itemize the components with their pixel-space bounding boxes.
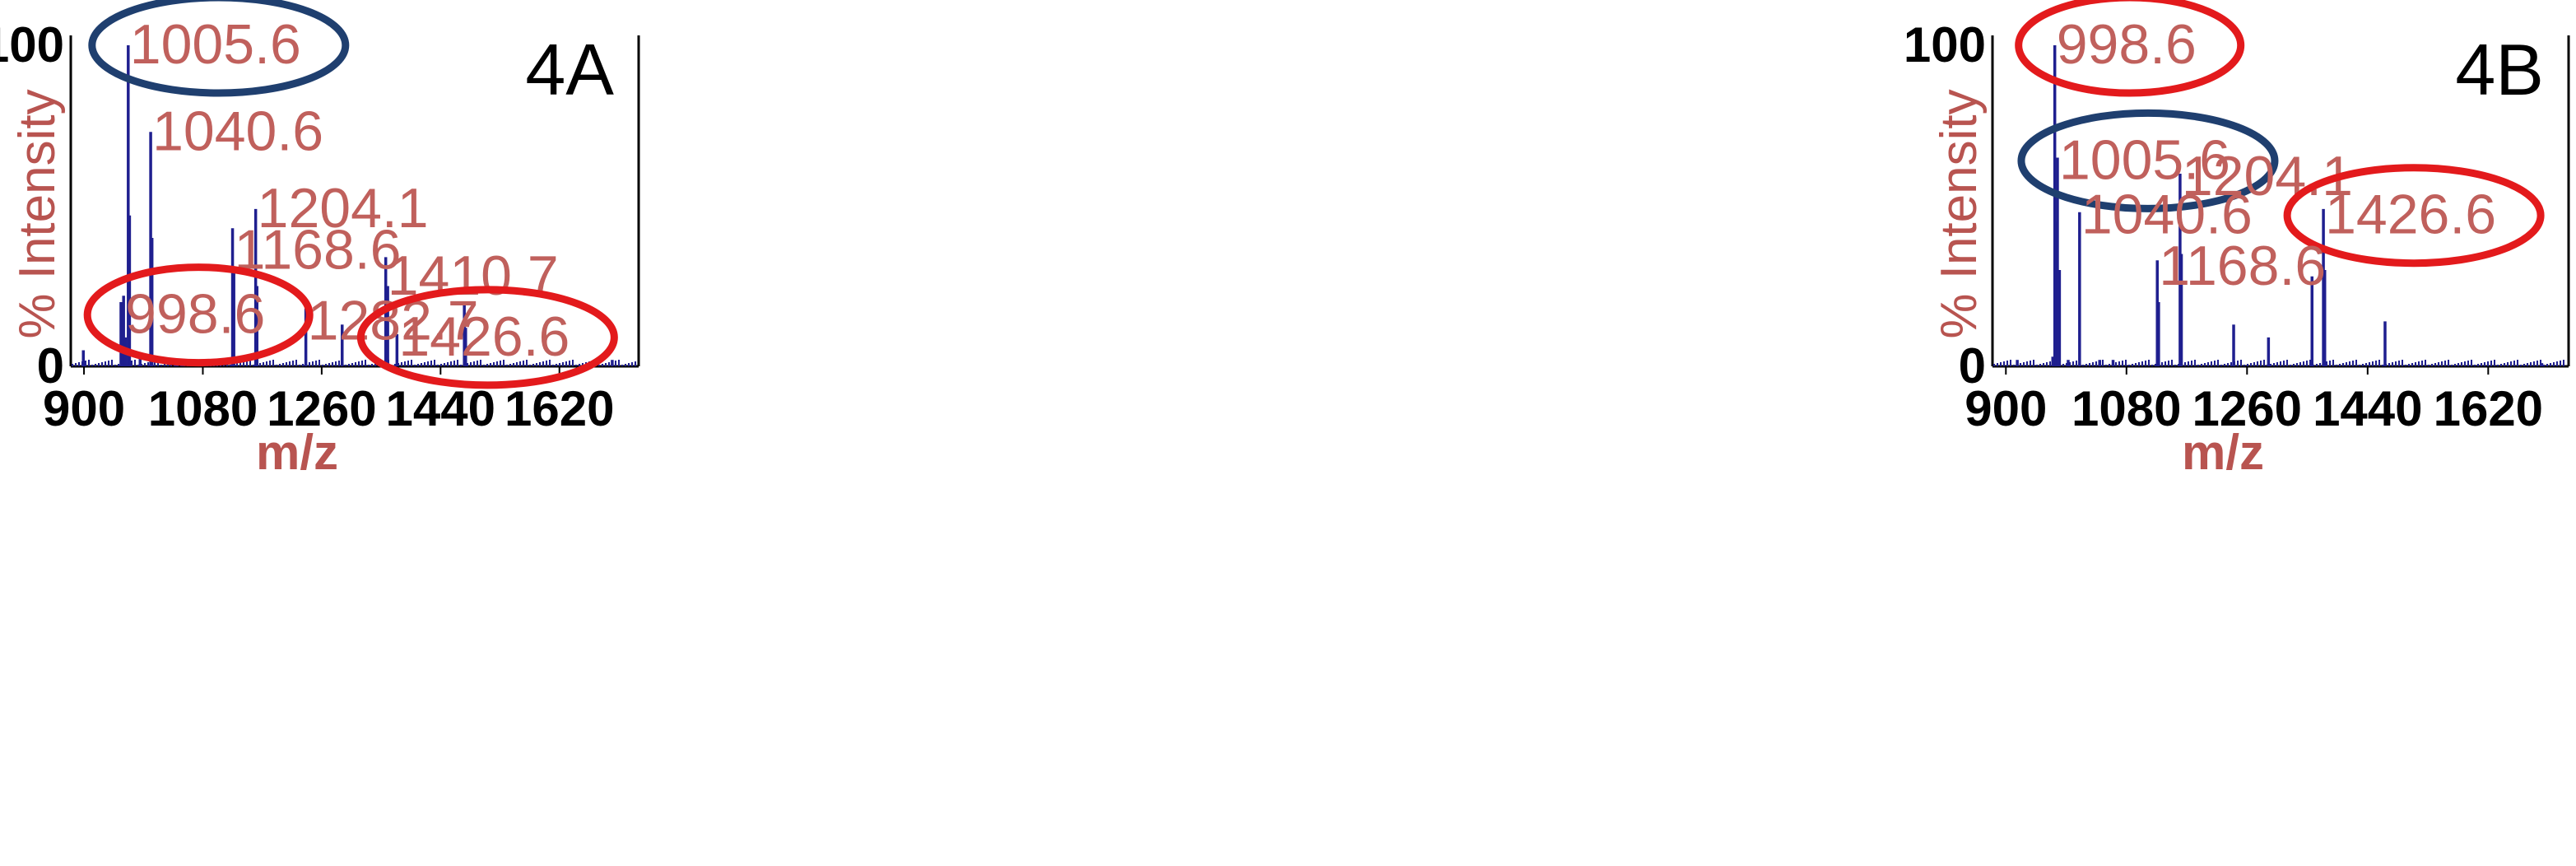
red-circle-4: [83, 263, 314, 367]
peak-label-0: 998.6: [2057, 13, 2197, 76]
x-tick-label-0: 900: [43, 381, 125, 436]
red-circle-4: [2283, 164, 2545, 268]
peak-label-3: 1168.6: [235, 219, 402, 282]
peak-label-2: 1204.1: [258, 177, 429, 240]
x-tick-label-1: 1080: [2071, 381, 2181, 436]
x-tick-label-0: 900: [1965, 381, 2047, 436]
panel-label: 4A: [525, 29, 614, 110]
blue-circle-1: [2017, 109, 2279, 212]
peak-label-0: 1005.6: [130, 13, 301, 76]
x-tick-label-2: 1260: [267, 381, 376, 436]
red-circle-7: [356, 286, 618, 389]
x-axis-label: m/z: [2182, 425, 2264, 480]
peak-label-7: 1426.6: [398, 305, 570, 368]
x-tick-label-4: 1620: [2434, 381, 2543, 436]
x-tick-label-4: 1620: [505, 381, 614, 436]
peak-label-1: 1040.6: [152, 100, 323, 162]
spectrum-chart-4b: 900 1080 1260 1440 1620 0 100 % Intensity m/z 4B 9…: [1904, 0, 2570, 480]
y-tick-label-0: 0: [37, 338, 64, 393]
peak-label-6: 1282.7: [308, 289, 479, 352]
y-axis-label: % Intensity: [9, 89, 66, 338]
peak-label-4: 998.6: [125, 283, 265, 346]
peak-label-4: 1426.6: [2325, 184, 2496, 246]
peak-label-3: 1040.6: [2081, 184, 2253, 246]
y-tick-label-0: 0: [1959, 338, 1986, 393]
x-tick-label-3: 1440: [386, 381, 495, 436]
x-tick-label-1: 1080: [148, 381, 258, 436]
x-tick-label-3: 1440: [2313, 381, 2422, 436]
spectrum-panel-4b: 900 1080 1260 1440 1620 0 100 % Intensity m/z 4B 9…: [1288, 0, 2576, 866]
panel-label: 4B: [2455, 29, 2544, 110]
x-tick-label-2: 1260: [2192, 381, 2302, 436]
peak-label-5: 1168.6: [2159, 235, 2326, 297]
peak-label-2: 1204.1: [2182, 145, 2353, 207]
x-axis-label: m/z: [256, 425, 338, 480]
blue-circle-0: [88, 0, 350, 97]
y-tick-label-1: 100: [0, 17, 64, 72]
red-circle-0: [2015, 0, 2245, 97]
peak-label-1: 1005.6: [2059, 128, 2230, 191]
y-axis-label: % Intensity: [1931, 89, 1988, 338]
y-tick-label-1: 100: [1904, 17, 1986, 72]
